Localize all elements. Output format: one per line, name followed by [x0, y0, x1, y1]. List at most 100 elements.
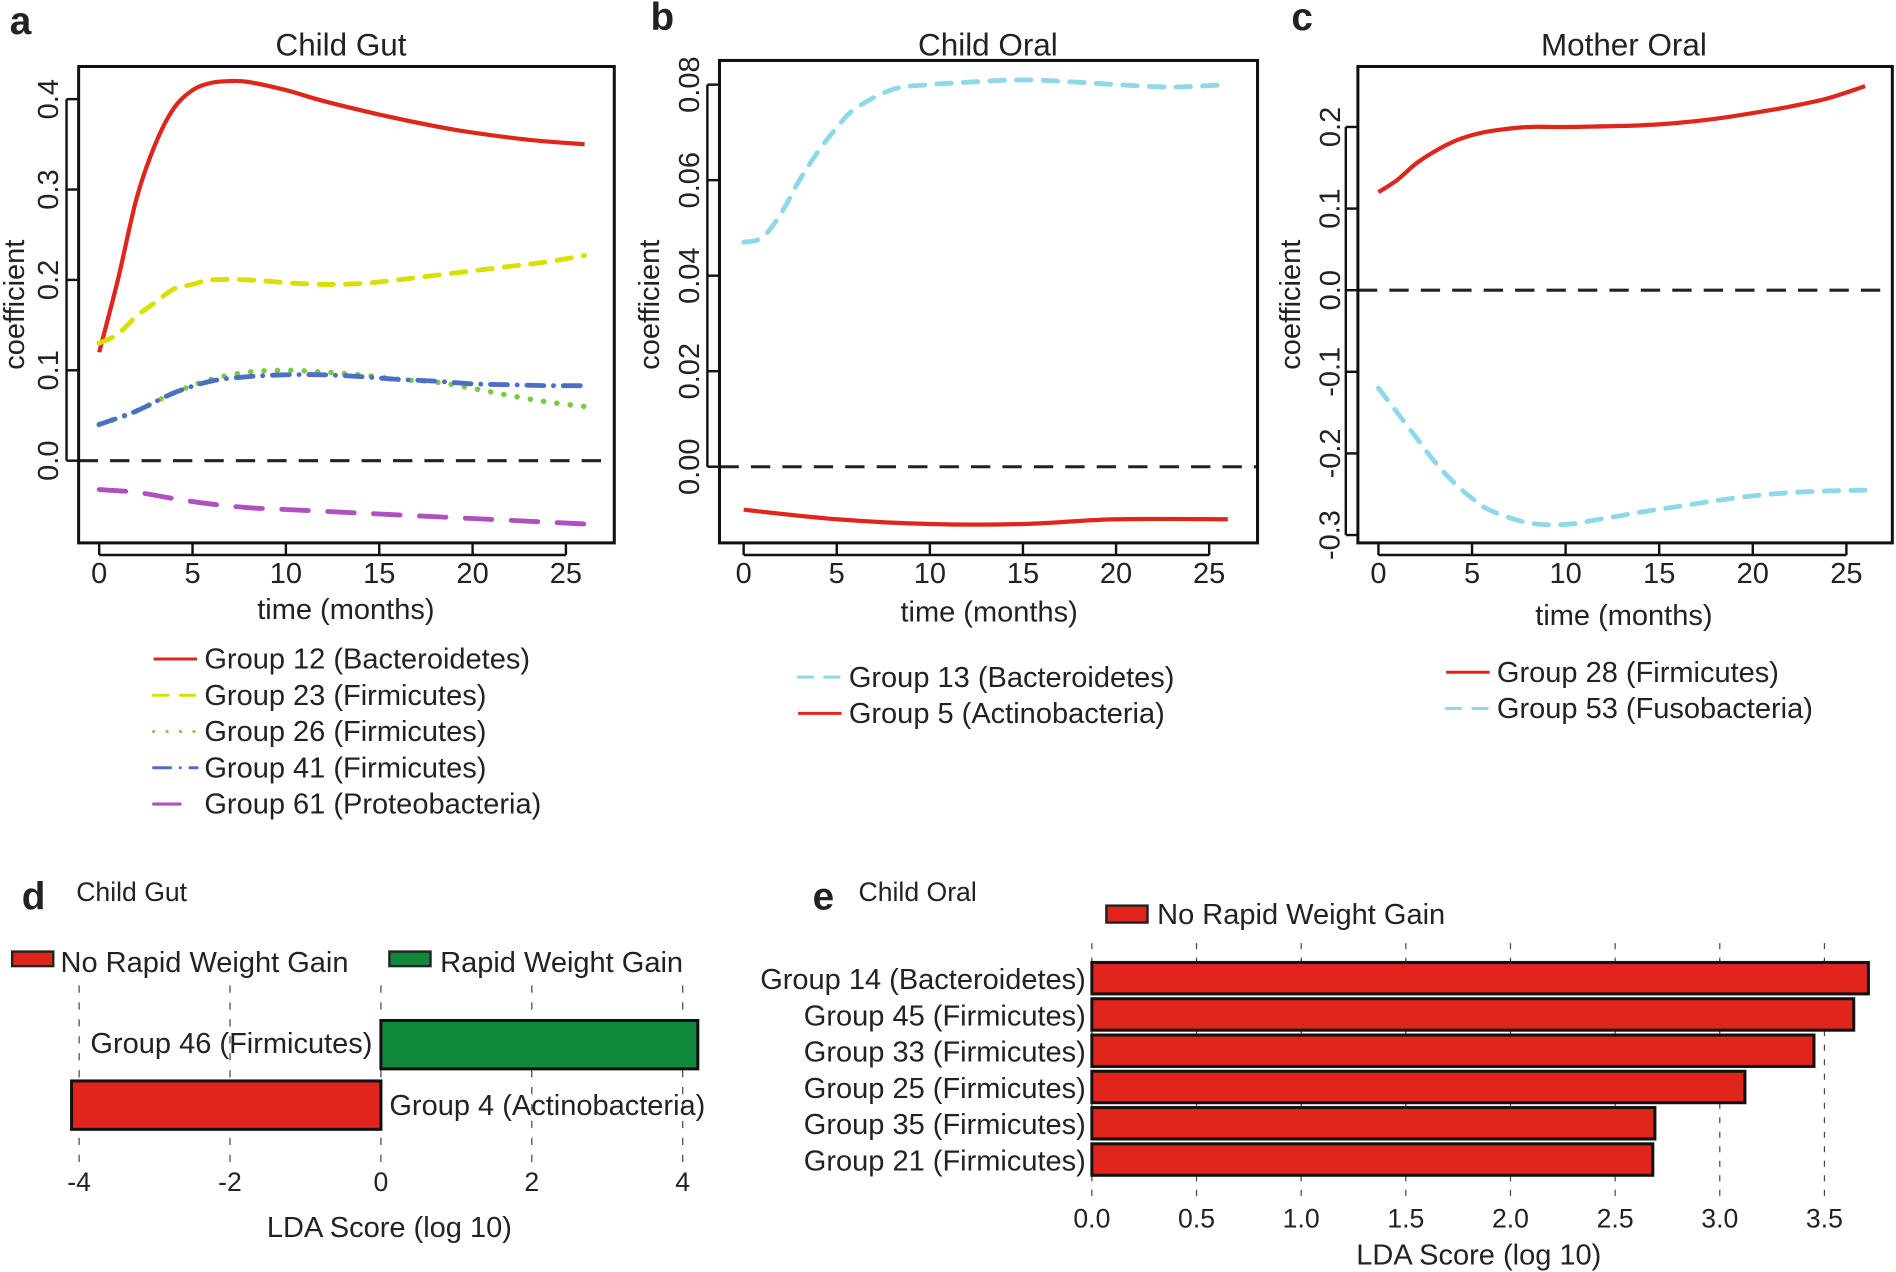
bar-label: Group 35 (Firmicutes) — [804, 1109, 1086, 1141]
legend-label: Group 26 (Firmicutes) — [204, 716, 486, 748]
legend-label: Group 13 (Bacteroidetes) — [849, 662, 1175, 694]
panel-letter-c: c — [1291, 0, 1313, 39]
x-tick-label: 0.0 — [1073, 1203, 1110, 1233]
legend-label: Group 5 (Actinobacteria) — [849, 698, 1165, 730]
series-line-0 — [741, 77, 1231, 245]
y-tick-label: 0.0 — [1315, 270, 1347, 310]
legend-label: Group 12 (Bacteroidetes) — [204, 644, 530, 676]
x-tick-label: 0 — [91, 558, 107, 590]
legend-label: Group 61 (Proteobacteria) — [204, 789, 541, 821]
bar-label: Group 46 (Firmicutes) — [90, 1028, 372, 1060]
legend-label: Group 23 (Firmicutes) — [204, 680, 486, 712]
x-axis-label: time (months) — [900, 596, 1077, 628]
x-tick-label: 0 — [1370, 558, 1386, 590]
bar-label: Group 25 (Firmicutes) — [804, 1073, 1086, 1105]
y-axis-label: coefficient — [634, 240, 666, 370]
x-axis-label: time (months) — [257, 594, 434, 626]
y-tick-label: 0.02 — [674, 343, 706, 399]
x-tick-label: 1.5 — [1387, 1203, 1424, 1233]
x-tick-label: -4 — [67, 1167, 91, 1197]
y-tick-label: 0.08 — [674, 56, 706, 112]
y-tick-label: -0.3 — [1315, 510, 1347, 560]
bar — [1090, 1142, 1655, 1177]
y-tick-label: 0.0 — [33, 441, 65, 481]
y-tick-label: 0.06 — [674, 152, 706, 208]
series-line-0 — [97, 78, 585, 353]
legend-label: No Rapid Weight Gain — [1157, 899, 1445, 931]
panel-letter-e: e — [813, 875, 835, 918]
bar — [70, 1079, 383, 1131]
x-tick-label: 5 — [1464, 558, 1480, 590]
legend-swatch — [1105, 904, 1149, 924]
y-tick-label: 0.3 — [33, 169, 65, 209]
y-tick-label: 0.2 — [1315, 107, 1347, 147]
series-line-1 — [1376, 385, 1868, 528]
x-tick-label: 10 — [1549, 558, 1581, 590]
x-axis-label: LDA Score (log 10) — [267, 1212, 512, 1244]
legend-swatch — [388, 950, 432, 968]
x-tick-label: 4 — [675, 1167, 690, 1197]
y-tick-label: -0.1 — [1315, 347, 1347, 397]
bar-label: Group 45 (Firmicutes) — [804, 1000, 1086, 1032]
y-tick-label: 0.4 — [33, 79, 65, 119]
y-axis-label: coefficient — [0, 240, 31, 370]
bar — [1090, 1033, 1816, 1068]
x-tick-label: 25 — [550, 558, 582, 590]
x-tick-label: 25 — [1193, 558, 1225, 590]
y-tick-label: 0.2 — [33, 260, 65, 300]
plot-frame — [77, 64, 616, 545]
x-tick-label: 15 — [1007, 558, 1039, 590]
legend-label: Group 53 (Fusobacteria) — [1497, 693, 1813, 725]
x-axis-label: time (months) — [1535, 600, 1712, 632]
x-tick-label: 3.0 — [1701, 1203, 1738, 1233]
bar-label: Group 14 (Bacteroidetes) — [760, 964, 1086, 996]
chart-title: Child Oral — [918, 28, 1058, 63]
x-tick-label: 20 — [456, 558, 488, 590]
x-tick-label: 10 — [914, 558, 946, 590]
x-tick-label: 0 — [374, 1167, 389, 1197]
series-line-1 — [96, 253, 588, 346]
series-line-4 — [96, 487, 588, 527]
bar-label: Group 4 (Actinobacteria) — [389, 1090, 705, 1122]
y-tick-label: 0.1 — [1315, 188, 1347, 228]
y-tick-label: 0.00 — [674, 438, 706, 494]
plot-frame — [1356, 64, 1894, 545]
y-tick-label: 0.04 — [674, 247, 706, 303]
x-tick-label: 1.0 — [1283, 1203, 1320, 1233]
bar — [1090, 960, 1870, 996]
x-tick-label: 15 — [363, 558, 395, 590]
chart-title: Child Gut — [276, 28, 407, 63]
x-tick-label: 3.5 — [1806, 1203, 1843, 1233]
y-axis-label: coefficient — [1275, 240, 1307, 370]
legend-label: Rapid Weight Gain — [440, 947, 683, 979]
x-tick-label: 0.5 — [1178, 1203, 1215, 1233]
legend-label: Group 41 (Firmicutes) — [204, 752, 486, 784]
x-tick-label: 2.5 — [1597, 1203, 1634, 1233]
x-tick-label: 25 — [1830, 558, 1862, 590]
bar — [379, 1018, 700, 1071]
x-tick-label: 0 — [736, 558, 752, 590]
x-tick-label: 20 — [1737, 558, 1769, 590]
chart-title: Child Oral — [859, 877, 977, 907]
bar — [1090, 997, 1856, 1032]
x-tick-label: 5 — [829, 558, 845, 590]
bar-label: Group 33 (Firmicutes) — [804, 1037, 1086, 1069]
plot-frame — [717, 58, 1260, 545]
x-tick-label: 2 — [524, 1167, 539, 1197]
legend-label: Group 28 (Firmicutes) — [1497, 657, 1779, 689]
chart-title: Child Gut — [76, 877, 187, 907]
legend-label: No Rapid Weight Gain — [61, 947, 349, 979]
x-tick-label: -2 — [218, 1167, 242, 1197]
legend-swatch — [10, 950, 55, 968]
panel-letter-a: a — [10, 0, 32, 43]
x-axis-label: LDA Score (log 10) — [1356, 1240, 1601, 1272]
y-tick-label: 0.1 — [33, 350, 65, 390]
x-tick-label: 20 — [1100, 558, 1132, 590]
series-line-2 — [96, 367, 588, 428]
series-line-0 — [1377, 84, 1866, 195]
series-line-3 — [96, 372, 588, 427]
series-line-1 — [743, 507, 1228, 527]
x-tick-label: 2.0 — [1492, 1203, 1529, 1233]
panel-letter-b: b — [651, 0, 675, 39]
